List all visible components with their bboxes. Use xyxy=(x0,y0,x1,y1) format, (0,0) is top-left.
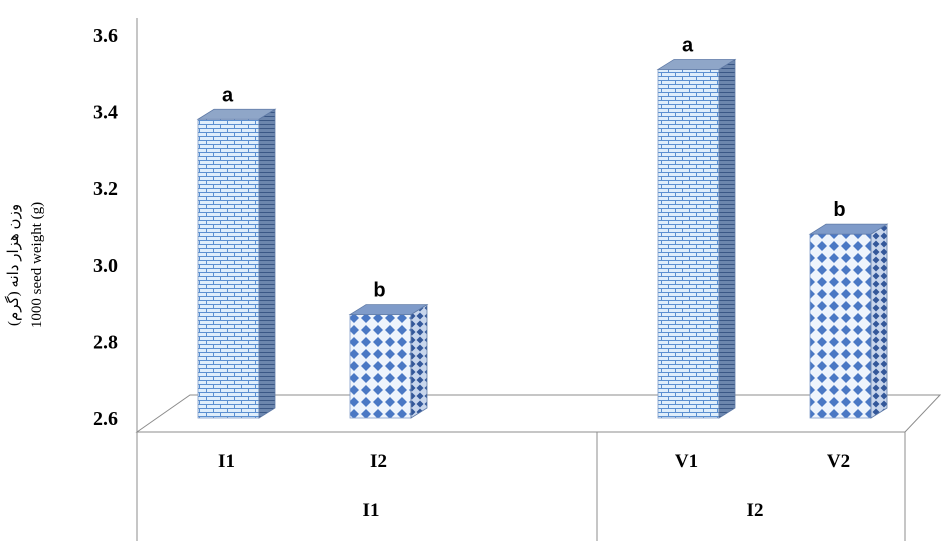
bar-front-face xyxy=(349,314,412,419)
bar-i1: a xyxy=(196,84,277,419)
bar-v1: a xyxy=(656,34,737,419)
bars: a b a b xyxy=(196,34,889,419)
bar-side-face xyxy=(410,303,428,419)
y-axis-title: 1000 seed weight (g) xyxy=(29,202,45,328)
category-label: V1 xyxy=(675,451,698,472)
y-tick-label: 3.6 xyxy=(93,25,118,47)
y-tick-labels: 2.6 2.8 3.0 3.2 3.4 3.6 xyxy=(93,25,118,430)
group-label: I2 xyxy=(747,500,764,521)
bar-front-face xyxy=(809,233,872,419)
significance-letter: b xyxy=(833,199,845,221)
bar-i2: b xyxy=(348,280,429,419)
y-tick-label: 3.2 xyxy=(93,178,118,200)
y-tick-label: 3.0 xyxy=(93,255,118,277)
category-label: V2 xyxy=(827,451,850,472)
category-labels: I1 I2 V1 V2 I1 I2 xyxy=(218,451,850,521)
y-tick-label: 2.6 xyxy=(93,408,118,430)
significance-letter: b xyxy=(373,280,385,302)
bar-top-face xyxy=(656,59,737,70)
bar-top-face xyxy=(348,304,429,315)
group-label: I1 xyxy=(363,500,380,521)
category-label: I2 xyxy=(370,451,387,472)
bar-side-face xyxy=(870,223,888,419)
significance-letter: a xyxy=(682,34,694,56)
y-tick-label: 2.8 xyxy=(93,331,118,353)
bar-front-face xyxy=(197,118,260,419)
bar-top-face xyxy=(808,223,889,235)
bar-top-face xyxy=(196,108,277,120)
bar-front-face xyxy=(657,69,720,419)
significance-letter: a xyxy=(222,84,234,106)
y-axis-title-persian: وزن هزار دانه (گرم) xyxy=(4,204,22,326)
bar-side-face xyxy=(258,108,276,419)
category-label: I1 xyxy=(218,451,235,472)
bar-side-face xyxy=(718,58,736,419)
bar-v2: b xyxy=(808,199,889,419)
y-tick-label: 3.4 xyxy=(93,102,118,124)
